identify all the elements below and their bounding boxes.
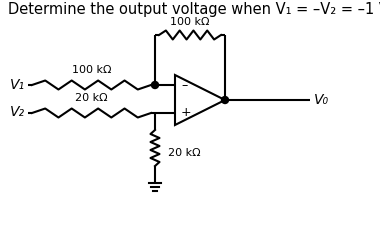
Text: 20 kΩ: 20 kΩ (168, 148, 201, 158)
Text: V₂: V₂ (10, 105, 25, 119)
Circle shape (222, 97, 228, 103)
Text: V₀: V₀ (314, 93, 329, 107)
Text: +: + (181, 106, 192, 119)
Circle shape (152, 82, 158, 88)
Text: 100 kΩ: 100 kΩ (170, 17, 210, 27)
Text: 100 kΩ: 100 kΩ (72, 65, 111, 75)
Text: 20 kΩ: 20 kΩ (75, 93, 108, 103)
Text: V₁: V₁ (10, 78, 25, 92)
Text: –: – (181, 79, 187, 93)
Text: Determine the output voltage when V₁ = –V₂ = –1 V.: Determine the output voltage when V₁ = –… (8, 2, 380, 17)
